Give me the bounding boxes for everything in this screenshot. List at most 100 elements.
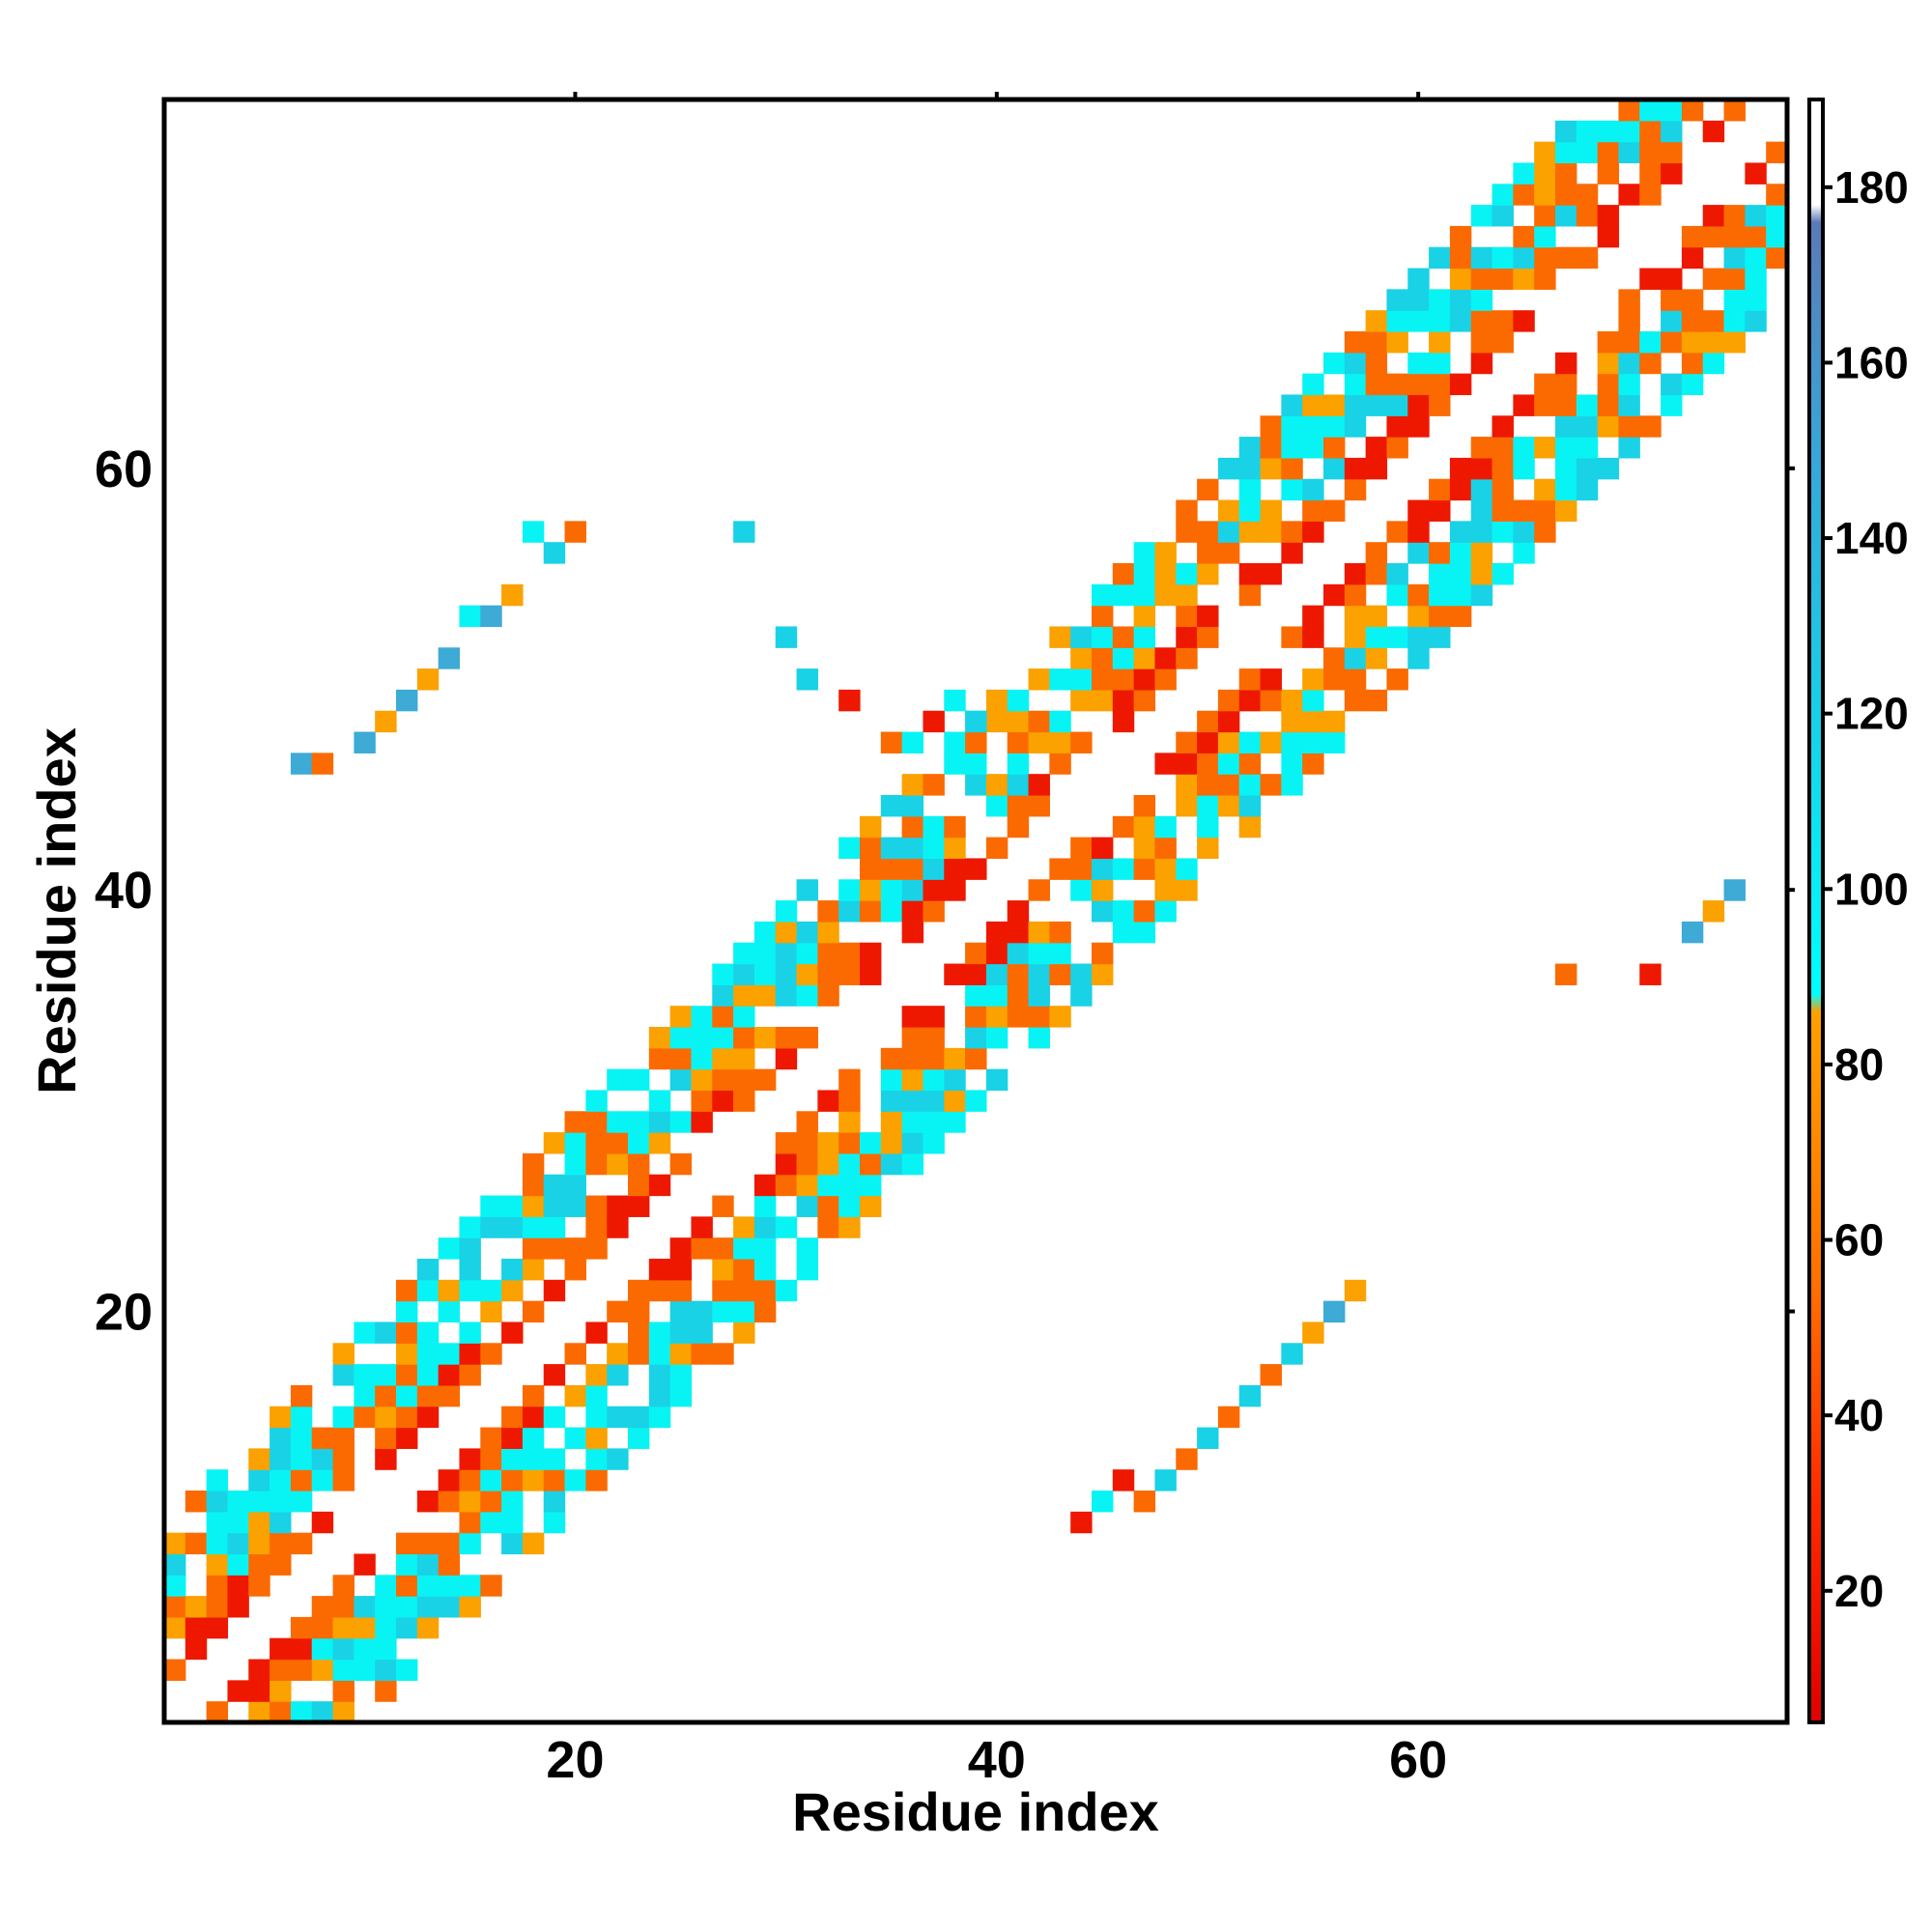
heatmap-cell <box>332 1448 355 1470</box>
heatmap-cell <box>1154 563 1177 585</box>
heatmap-cell <box>1386 521 1408 543</box>
heatmap-cell <box>1049 710 1071 733</box>
heatmap-cell <box>585 1090 608 1112</box>
heatmap-cell <box>648 1343 671 1365</box>
heatmap-cell <box>375 710 397 733</box>
heatmap-cell <box>1681 352 1704 375</box>
heatmap-cell <box>396 1427 418 1449</box>
heatmap-cell <box>753 984 777 1007</box>
heatmap-cell <box>164 1532 186 1555</box>
heatmap-cell <box>1238 668 1262 691</box>
heatmap-cell <box>1513 225 1535 248</box>
heatmap-cell <box>1197 478 1219 501</box>
heatmap-cell <box>1661 141 1683 164</box>
heatmap-cell <box>396 1616 418 1639</box>
heatmap-cell <box>501 1532 524 1555</box>
heatmap-cell <box>1281 1343 1303 1365</box>
heatmap-cell <box>1513 184 1535 206</box>
heatmap-cell <box>1723 246 1746 270</box>
heatmap-cell <box>1386 668 1408 691</box>
heatmap-cell <box>375 1406 397 1429</box>
heatmap-cell <box>311 1448 334 1470</box>
heatmap-cell <box>1681 289 1704 311</box>
heatmap-cell <box>206 1616 229 1639</box>
heatmap-cell <box>691 1027 713 1049</box>
heatmap-cell <box>248 1553 270 1576</box>
heatmap-cell <box>648 1279 671 1302</box>
heatmap-cell <box>248 1575 270 1597</box>
heatmap-cell <box>1133 795 1156 817</box>
heatmap-cell <box>923 710 945 733</box>
heatmap-cell <box>1323 710 1346 733</box>
heatmap-cell <box>1133 647 1156 669</box>
heatmap-cell <box>1302 731 1324 753</box>
heatmap-cell <box>459 605 481 628</box>
heatmap-cell <box>564 1152 586 1176</box>
heatmap-cell <box>860 837 882 860</box>
heatmap-cell <box>1007 900 1030 923</box>
heatmap-cell <box>775 942 798 965</box>
colorbar-ticks: 20 40 60 80 100 120 140 160 180 <box>1823 162 1909 1616</box>
heatmap-cell <box>965 942 987 965</box>
heatmap-cell <box>1449 478 1472 501</box>
heatmap-cell <box>1007 774 1030 796</box>
heatmap-cell <box>1470 331 1493 354</box>
heatmap-cell <box>753 963 777 985</box>
heatmap-cell <box>817 942 839 965</box>
heatmap-cell <box>1429 563 1451 585</box>
heatmap-cell <box>1197 774 1219 796</box>
heatmap-cell <box>1260 437 1282 459</box>
heatmap-cell <box>838 1152 861 1176</box>
heatmap-cell <box>1238 774 1262 796</box>
heatmap-cell <box>1386 437 1408 459</box>
heatmap-cell <box>1028 1027 1050 1049</box>
heatmap-cell <box>733 1321 755 1344</box>
heatmap-cell <box>585 1237 608 1260</box>
heatmap-cell <box>1365 563 1388 585</box>
heatmap-cell <box>753 1216 777 1238</box>
heatmap-cell <box>1092 626 1114 648</box>
heatmap-cell <box>522 1195 545 1217</box>
heatmap-cell <box>1470 205 1493 227</box>
heatmap-cell <box>311 1596 334 1618</box>
heatmap-cell <box>1365 352 1388 375</box>
heatmap-cell <box>817 1216 839 1238</box>
heatmap-cell <box>1745 246 1767 270</box>
heatmap-cell <box>1618 310 1640 332</box>
heatmap-cell <box>1238 499 1262 522</box>
heatmap-cell <box>1302 373 1324 396</box>
heatmap-cell <box>1154 900 1177 923</box>
heatmap-cell <box>522 1427 545 1449</box>
heatmap-cell <box>522 1152 545 1176</box>
heatmap-cell <box>290 1384 313 1407</box>
heatmap-cell <box>733 963 755 985</box>
heatmap-cell <box>1597 457 1620 480</box>
heatmap-cell <box>1555 141 1577 164</box>
heatmap-cell <box>1281 521 1303 543</box>
heatmap-cell <box>1070 689 1093 712</box>
heatmap-cell <box>416 1259 440 1281</box>
heatmap-cell <box>1260 1364 1282 1386</box>
heatmap-cell <box>1260 689 1282 712</box>
heatmap-cell <box>1723 99 1746 122</box>
heatmap-cell <box>1470 310 1493 332</box>
heatmap-cell <box>522 1237 545 1260</box>
heatmap-cell <box>691 1216 713 1238</box>
heatmap-cell <box>838 1216 861 1238</box>
heatmap-cell <box>901 858 924 880</box>
heatmap-cell <box>1449 268 1472 290</box>
heatmap-cell <box>712 1343 734 1365</box>
heatmap-cell <box>1323 647 1346 669</box>
x-tick-label: 60 <box>1389 1731 1447 1789</box>
heatmap-cell <box>1176 605 1198 628</box>
heatmap-cell <box>1513 268 1535 290</box>
heatmap-cell <box>817 1132 839 1154</box>
heatmap-cell <box>1092 605 1114 628</box>
heatmap-cell <box>1197 731 1219 753</box>
heatmap-cell <box>944 1090 966 1112</box>
heatmap-cell <box>543 1174 566 1197</box>
heatmap-cell <box>1470 499 1493 522</box>
heatmap-cell <box>1576 394 1599 416</box>
heatmap-cell <box>290 1491 313 1513</box>
heatmap-cell <box>459 1237 481 1260</box>
